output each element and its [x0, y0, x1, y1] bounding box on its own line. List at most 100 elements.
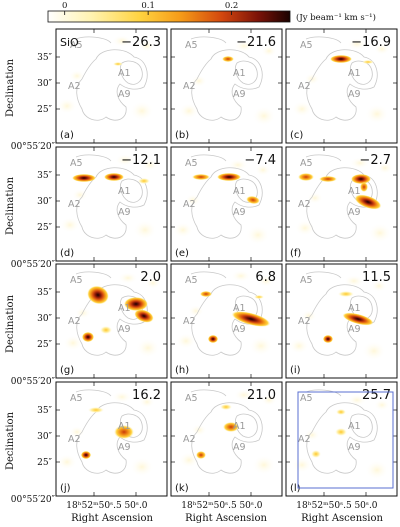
source-label-a1: A1	[233, 303, 246, 314]
noise-patch	[133, 220, 157, 240]
panel-frame	[170, 381, 283, 497]
continuum-contour	[305, 36, 342, 44]
sio-emission	[114, 425, 134, 439]
noise-patch	[231, 270, 251, 282]
panel-frame	[55, 381, 168, 497]
sio-emission	[100, 326, 112, 334]
ra-tick-label: 50ˢ.0	[124, 501, 147, 511]
velocity-label: 21.0	[247, 388, 276, 403]
continuum-contour	[190, 389, 227, 397]
dec-tick-label: 25″	[37, 105, 52, 115]
xlabel-col-3: Right Ascension	[301, 513, 383, 524]
noise-patch	[261, 394, 277, 406]
channel-panel: A5 A2 A1 A9 −21.6 (b)	[170, 28, 283, 144]
colorbar-tick-label: 0.2	[225, 1, 239, 11]
noise-patch	[57, 454, 77, 470]
sio-emission	[113, 62, 123, 66]
noise-patch	[350, 157, 370, 169]
panel-label: (e)	[175, 248, 189, 259]
dec-tick-label: 30″	[37, 79, 52, 89]
xlabel-col-1: Right Ascension	[71, 513, 153, 524]
ra-tick-label: 18ʰ52ᵐ50ˢ.5	[296, 501, 352, 511]
panel-label: (k)	[175, 483, 189, 494]
sio-emission	[87, 285, 109, 305]
dec-tick-label: 35″	[37, 288, 52, 298]
velocity-label: 16.2	[132, 388, 161, 403]
velocity-label: 11.5	[362, 270, 391, 285]
zoom-region-box	[297, 391, 394, 489]
noise-patch	[112, 391, 132, 403]
sio-emission	[104, 173, 124, 181]
channel-panel: A5 A2 A1 A9 11.5 (i)	[285, 263, 398, 379]
source-label-a1: A1	[348, 421, 361, 432]
source-label-a9: A9	[233, 89, 246, 100]
sio-emission	[138, 178, 150, 184]
panel-label: (h)	[175, 365, 189, 376]
noise-patch	[63, 335, 83, 351]
ra-tick-label: 18ʰ52ᵐ50ˢ.5	[181, 501, 237, 511]
continuum-contour	[75, 36, 112, 44]
noise-patch	[249, 336, 273, 356]
noise-patch	[307, 192, 323, 204]
source-label-a1: A1	[118, 186, 131, 197]
source-label-a5: A5	[300, 158, 313, 169]
noise-patch	[289, 338, 309, 354]
noise-patch	[362, 341, 386, 361]
source-label-a2: A2	[183, 81, 196, 92]
source-label-a2: A2	[183, 199, 196, 210]
source-label-a2: A2	[68, 81, 81, 92]
channel-panel: A5 A2 A1 A9 −12.1 (d) 35″ 30″ 25″ 00°55′20″	[11, 146, 168, 270]
sio-emission	[360, 182, 368, 192]
continuum-contour	[76, 49, 148, 121]
dec-origin-label: 00°55′20″	[11, 260, 56, 270]
panel-label: (l)	[290, 483, 301, 494]
noise-patch	[252, 455, 276, 475]
sio-emission	[223, 422, 239, 432]
source-label-a1: A1	[348, 186, 361, 197]
sio-emission	[88, 407, 104, 413]
source-label-a2: A2	[183, 316, 196, 327]
noise-patch	[176, 333, 196, 349]
source-label-a9: A9	[233, 324, 246, 335]
continuum-contour	[75, 271, 112, 279]
source-label-a5: A5	[70, 393, 83, 404]
continuum-contour	[191, 402, 263, 474]
panel-frame	[170, 146, 283, 262]
source-label-a9: A9	[348, 324, 361, 335]
noise-patch	[139, 40, 155, 52]
noise-patch	[75, 307, 91, 319]
velocity-label: 2.0	[140, 270, 161, 285]
sio-emission	[335, 428, 347, 436]
source-label-a5: A5	[300, 40, 313, 51]
sio-emission	[342, 312, 374, 326]
panel-frame	[170, 28, 283, 144]
sio-emission	[196, 451, 206, 459]
channel-panel: A5 A2 A1 A9 25.7 (l) 18ʰ52ᵐ50ˢ.5 50ˢ.0	[285, 381, 398, 511]
sio-emission	[124, 297, 148, 311]
ra-tick-label: 50ˢ.0	[239, 501, 262, 511]
noise-patch	[142, 159, 158, 171]
panel-label: (c)	[290, 130, 303, 141]
source-label-a5: A5	[185, 275, 198, 286]
noise-patch	[139, 396, 155, 408]
sio-emission	[362, 60, 374, 64]
noise-patch	[173, 222, 193, 238]
panel-label: (a)	[60, 130, 74, 141]
noise-patch	[374, 43, 390, 55]
source-label-a1: A1	[348, 68, 361, 79]
noise-patch	[112, 35, 132, 47]
sio-emission	[319, 176, 337, 182]
noise-patch	[301, 310, 317, 322]
source-label-a9: A9	[233, 207, 246, 218]
channel-panel: A5 A2 A1 A9 16.2 (j) 35″ 30″ 25″ 00°55′20″ 18ʰ52ᵐ5…	[11, 381, 168, 511]
colorbar-gradient	[47, 10, 291, 23]
source-label-a1: A1	[233, 421, 246, 432]
dec-tick-label: 30″	[37, 432, 52, 442]
sio-emission	[330, 55, 352, 63]
continuum-contour	[350, 295, 373, 320]
sio-emission	[220, 404, 232, 410]
dec-tick-label: 35″	[37, 53, 52, 63]
ylabel-row-3: Declination	[5, 294, 16, 353]
sio-emission	[354, 194, 382, 210]
source-label-a2: A2	[183, 434, 196, 445]
